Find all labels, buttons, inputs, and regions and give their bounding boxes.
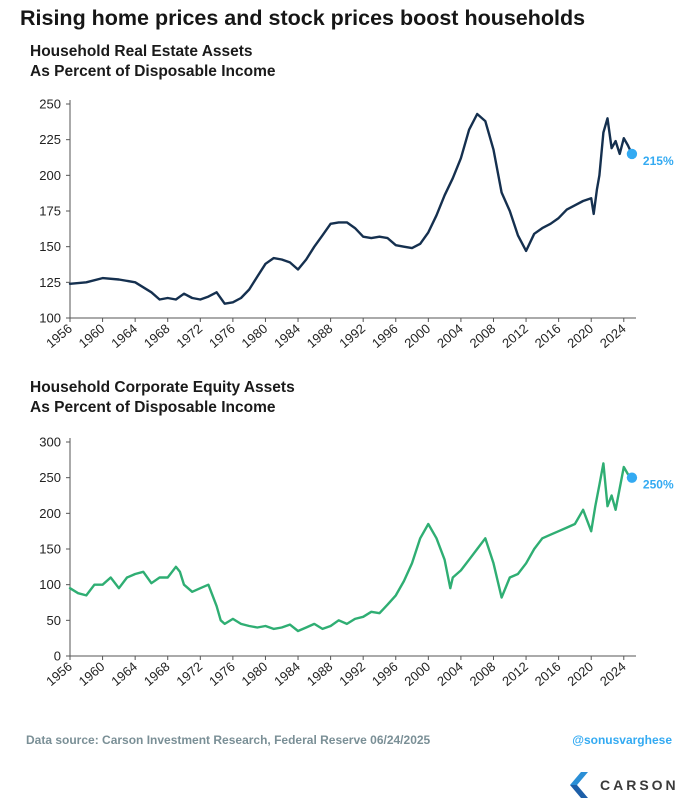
latest-value-label: 215% [643, 154, 674, 168]
y-tick-label: 300 [39, 435, 61, 450]
x-tick-label: 2016 [532, 321, 564, 351]
x-tick-label: 2012 [499, 321, 531, 351]
x-tick-label: 2000 [401, 321, 433, 351]
x-tick-label: 2008 [467, 321, 499, 351]
y-tick-label: 100 [39, 577, 61, 592]
x-tick-label: 1980 [239, 659, 271, 689]
y-tick-label: 0 [54, 649, 61, 664]
x-tick-label: 1964 [108, 321, 140, 351]
x-tick-label: 1972 [173, 659, 205, 689]
x-tick-label: 1956 [43, 659, 75, 689]
data-source-note: Data source: Carson Investment Research,… [26, 733, 431, 747]
x-tick-label: 1960 [76, 659, 108, 689]
x-tick-label: 1996 [369, 659, 401, 689]
x-tick-label: 1968 [141, 321, 173, 351]
chart-1-subtitle: As Percent of Disposable Income [30, 63, 276, 80]
x-tick-label: 1988 [304, 321, 336, 351]
x-tick-label: 1996 [369, 321, 401, 351]
x-tick-label: 1964 [108, 659, 140, 689]
x-tick-label: 2016 [532, 659, 564, 689]
x-tick-label: 2020 [564, 321, 596, 351]
y-tick-label: 175 [39, 204, 61, 219]
chart-2-title: Household Corporate Equity Assets [30, 379, 295, 396]
x-tick-label: 1972 [173, 321, 205, 351]
chart-2-subtitle: As Percent of Disposable Income [30, 399, 276, 416]
y-tick-label: 50 [47, 613, 61, 628]
y-tick-label: 200 [39, 506, 61, 521]
chart-1-title-block: Household Real Estate Assets As Percent … [30, 42, 276, 82]
latest-value-label: 250% [643, 478, 674, 492]
series-line [68, 462, 634, 633]
carson-logo-icon [570, 772, 588, 798]
author-handle[interactable]: @sonusvarghese [572, 733, 672, 747]
y-tick-label: 200 [39, 168, 61, 183]
x-tick-label: 1992 [336, 659, 368, 689]
latest-value-marker [626, 148, 638, 160]
latest-value-marker [626, 472, 638, 483]
x-tick-label: 2012 [499, 659, 531, 689]
x-tick-label: 2008 [467, 659, 499, 689]
x-tick-label: 1976 [206, 659, 238, 689]
y-tick-label: 100 [39, 311, 61, 326]
y-tick-label: 250 [39, 97, 61, 112]
x-tick-label: 1968 [141, 659, 173, 689]
brand-wordmark: CARSON [600, 777, 679, 793]
x-tick-label: 2020 [564, 659, 596, 689]
x-tick-label: 1960 [76, 321, 108, 351]
y-tick-label: 150 [39, 239, 61, 254]
x-tick-label: 2000 [401, 659, 433, 689]
chart-2-title-block: Household Corporate Equity Assets As Per… [30, 378, 295, 418]
x-tick-label: 1992 [336, 321, 368, 351]
x-tick-label: 1976 [206, 321, 238, 351]
x-tick-label: 2024 [597, 321, 629, 351]
x-tick-label: 1980 [239, 321, 271, 351]
x-tick-label: 1984 [271, 321, 303, 351]
x-tick-label: 2004 [434, 321, 466, 351]
x-tick-label: 1984 [271, 659, 303, 689]
y-tick-label: 250 [39, 470, 61, 485]
x-tick-label: 2024 [597, 659, 629, 689]
y-tick-label: 225 [39, 132, 61, 147]
y-tick-label: 125 [39, 275, 61, 290]
x-tick-label: 2004 [434, 659, 466, 689]
carson-brand: CARSON [568, 770, 679, 800]
page-title: Rising home prices and stock prices boos… [20, 6, 586, 30]
chart-1-title: Household Real Estate Assets [30, 43, 253, 60]
x-tick-label: 1988 [304, 659, 336, 689]
y-tick-label: 150 [39, 542, 61, 557]
series-line [68, 112, 634, 305]
